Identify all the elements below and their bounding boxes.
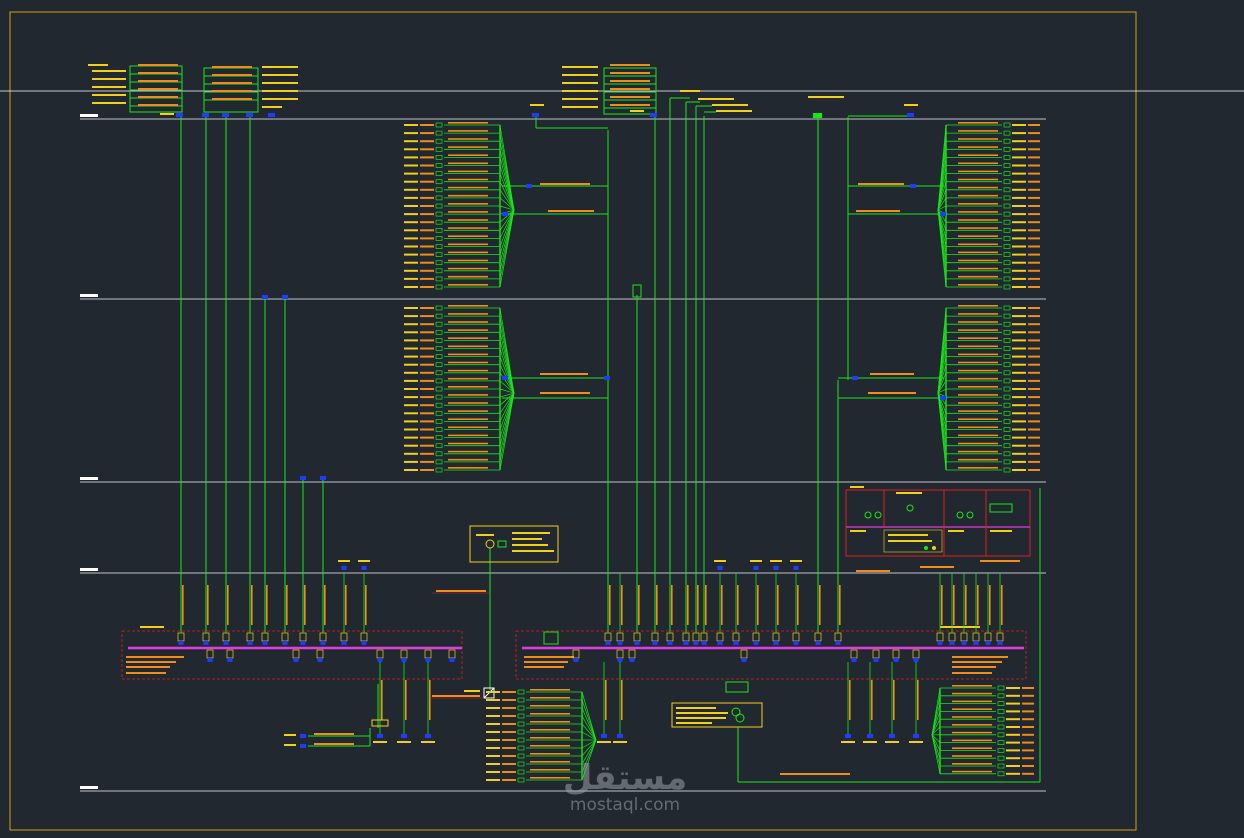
ground-feeder-labels (182, 560, 1003, 743)
floor-lines (80, 118, 1046, 792)
feeder-labels (540, 183, 916, 394)
transformer-box (671, 488, 1041, 783)
db-roof-right (937, 122, 1040, 290)
db-first-right (937, 305, 1040, 473)
transformer-icon (543, 631, 559, 645)
feeder-breakers (262, 184, 946, 480)
main-switchboard-right (515, 626, 1027, 680)
small-panel-first (632, 284, 642, 298)
db-basement-center (486, 689, 597, 783)
board-feeders (502, 185, 944, 399)
db-first-left (404, 305, 515, 473)
distribution-boards (404, 122, 1040, 473)
roof-panel-left-b (202, 66, 298, 117)
drawing-frame (9, 11, 1137, 831)
floor-tags (80, 114, 98, 789)
db-roof-left (404, 122, 515, 290)
generator-icon (485, 539, 495, 549)
db-basement-right (931, 685, 1034, 777)
generator-box (469, 525, 559, 563)
roof-panel-center (530, 64, 918, 118)
roof-panel-left-a (88, 64, 183, 117)
main-switchboard-left (121, 626, 463, 680)
basement-panel-left (284, 684, 389, 748)
switchboard-breakers (177, 573, 1004, 662)
control-panels (845, 486, 1031, 572)
basement-boards (486, 685, 1034, 783)
